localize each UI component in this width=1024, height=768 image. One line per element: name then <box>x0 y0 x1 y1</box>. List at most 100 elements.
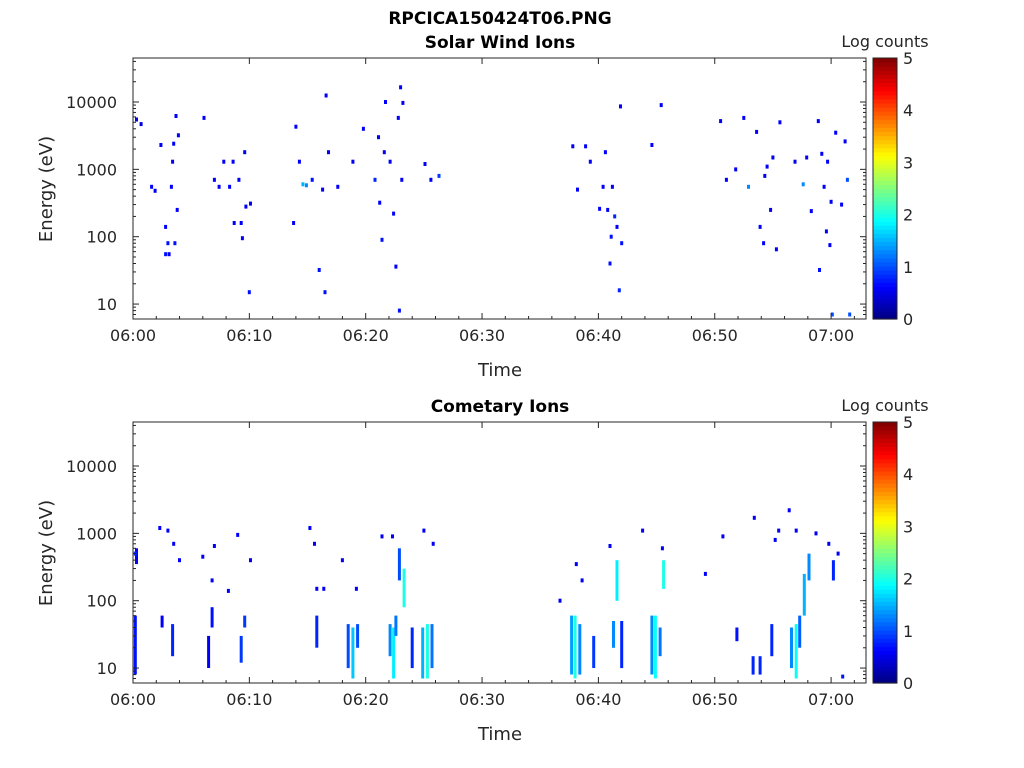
colorbar-swatch <box>873 127 897 133</box>
heatmap-streak <box>653 615 657 679</box>
colorbar-swatch <box>873 507 897 513</box>
colorbar-swatch <box>873 629 897 635</box>
heatmap-cell <box>822 184 826 189</box>
heatmap-streak <box>210 607 214 628</box>
heatmap-cell <box>824 229 828 234</box>
colorbar-tick-label: 0 <box>903 310 913 329</box>
heatmap-cell <box>236 532 240 537</box>
colorbar-swatch <box>873 466 897 472</box>
heatmap-cell <box>809 209 813 214</box>
colorbar-frame <box>872 421 898 684</box>
colorbar-swatch <box>873 422 897 427</box>
y-axis-label: Energy (eV) <box>36 136 57 242</box>
heatmap-cell <box>719 119 723 124</box>
y-tick-label: 10000 <box>66 93 117 112</box>
colorbar-swatch <box>873 200 897 206</box>
x-tick-label: 06:30 <box>459 326 505 345</box>
colorbar-swatch <box>873 66 897 71</box>
heatmap-cell <box>431 541 435 546</box>
y-tick-label: 100 <box>86 228 117 247</box>
y-axis-label: Energy (eV) <box>36 500 57 606</box>
colorbar-swatch <box>873 78 897 84</box>
heatmap-cell <box>321 187 325 192</box>
colorbar-swatch <box>873 298 897 304</box>
heatmap-cell <box>620 241 624 246</box>
colorbar-tick-label: 2 <box>903 570 913 589</box>
heatmap-cell <box>610 184 614 189</box>
colorbar-swatch <box>873 233 897 239</box>
heatmap-cell <box>758 224 762 229</box>
colorbar-swatch <box>873 670 897 676</box>
colorbar-swatch <box>873 654 897 660</box>
heatmap-cell <box>580 578 584 583</box>
colorbar-swatch <box>873 662 897 668</box>
colorbar-swatch <box>873 560 897 566</box>
heatmap-cell <box>396 115 400 120</box>
colorbar-swatch <box>873 458 897 464</box>
colorbar-swatch <box>873 302 897 308</box>
colorbar-swatch <box>873 678 897 684</box>
colorbar-swatch <box>873 585 897 590</box>
y-tick-label: 1000 <box>76 524 117 543</box>
heatmap-streak <box>351 627 355 679</box>
plot-frame <box>132 57 867 320</box>
colorbar-swatch <box>873 523 897 529</box>
colorbar-swatch <box>873 245 897 251</box>
heatmap-cell <box>139 122 143 127</box>
heatmap-cell <box>317 268 321 272</box>
x-tick-label: 06:10 <box>226 326 272 345</box>
colorbar-swatch <box>873 515 897 521</box>
colorbar-swatch <box>873 58 897 63</box>
heatmap-cell <box>301 182 305 187</box>
colorbar-swatch <box>873 519 897 525</box>
heatmap-cell <box>814 531 818 536</box>
heatmap-cell <box>327 150 330 155</box>
heatmap-cell <box>323 290 327 295</box>
colorbar-swatch <box>873 237 897 243</box>
heatmap-cell <box>378 200 382 205</box>
colorbar-swatch <box>873 159 897 165</box>
heatmap-cell <box>793 159 797 164</box>
heatmap-cell <box>377 135 380 140</box>
heatmap-cell <box>361 126 365 131</box>
heatmap-cell <box>164 224 168 229</box>
colorbar: 0 1 2 3 4 5 <box>872 413 913 693</box>
colorbar-swatch <box>873 454 897 460</box>
heatmap-streak <box>570 615 574 675</box>
colorbar-swatch <box>873 621 897 627</box>
heatmap-cell <box>249 558 252 563</box>
heatmap-streak <box>662 560 666 589</box>
heatmap-cell <box>202 115 206 120</box>
heatmap-streak <box>397 548 401 581</box>
heatmap-cell <box>153 188 157 193</box>
heatmap-cell <box>243 150 247 155</box>
x-tick-label: 06:30 <box>459 690 505 709</box>
colorbar-swatch <box>873 274 897 279</box>
heatmap-streak <box>831 560 835 581</box>
colorbar-swatch <box>873 111 897 116</box>
colorbar-swatch <box>873 462 897 468</box>
heatmap-cell <box>340 558 344 563</box>
colorbar-swatch <box>873 483 897 488</box>
x-tick-label: 06:40 <box>575 326 621 345</box>
heatmap-cell <box>176 133 180 138</box>
heatmap-cell <box>659 103 663 108</box>
heatmap-cell <box>721 534 725 539</box>
heatmap-cell <box>397 308 401 313</box>
heatmap-cell <box>310 177 314 182</box>
colorbar-swatch <box>873 62 897 67</box>
heatmap-cell <box>315 586 319 591</box>
colorbar-swatch <box>873 131 897 137</box>
heatmap-cell <box>827 541 831 546</box>
colorbar-frame <box>872 57 898 320</box>
heatmap-cell <box>228 184 232 189</box>
colorbar-swatch <box>873 164 897 169</box>
heatmap-cell <box>373 177 377 182</box>
heatmap-cell <box>231 159 235 164</box>
y-tick-label: 1000 <box>76 160 117 179</box>
colorbar-swatch <box>873 503 897 509</box>
heatmap-cell <box>603 150 607 155</box>
x-tick-label: 07:00 <box>808 690 854 709</box>
colorbar-swatch <box>873 576 897 582</box>
colorbar-swatch <box>873 532 897 537</box>
